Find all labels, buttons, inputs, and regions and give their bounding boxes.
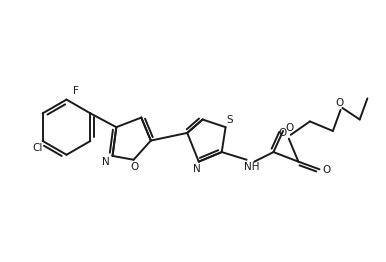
Text: O: O	[285, 123, 293, 133]
Text: O: O	[130, 162, 139, 172]
Text: Cl: Cl	[32, 143, 43, 153]
Text: S: S	[226, 115, 233, 125]
Text: F: F	[73, 86, 79, 96]
Text: O: O	[322, 165, 330, 175]
Text: N: N	[193, 164, 201, 174]
Text: O: O	[278, 128, 286, 138]
Text: N: N	[102, 157, 110, 167]
Text: O: O	[336, 98, 344, 108]
Text: NH: NH	[244, 162, 259, 172]
